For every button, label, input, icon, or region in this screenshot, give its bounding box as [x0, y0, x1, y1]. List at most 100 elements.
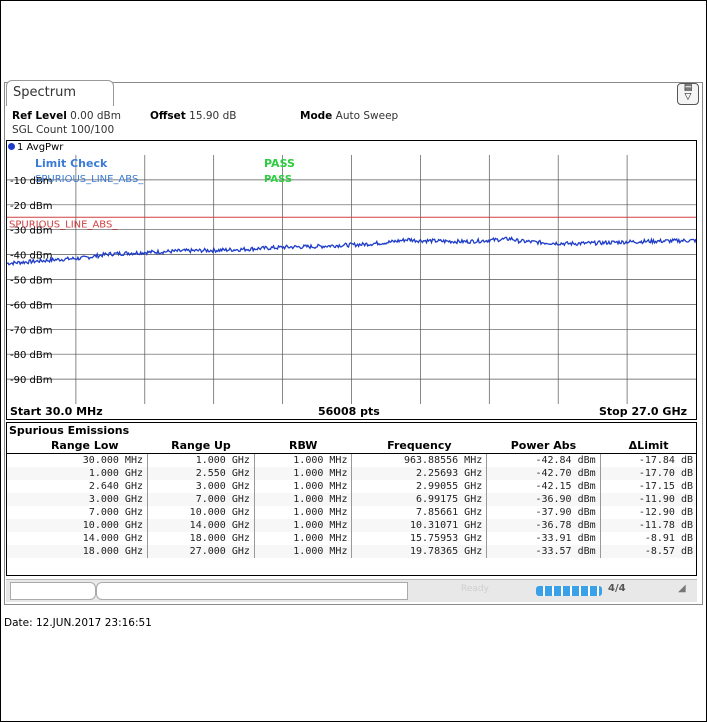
table-cell: -42.84 dBm — [486, 453, 601, 467]
table-cell: 10.000 GHz — [147, 506, 255, 519]
table-cell: -17.84 dB — [599, 453, 697, 467]
column-header: Range Low — [6, 438, 148, 454]
limit-line-group: SPURIOUS_LINE_ABS_ — [7, 216, 696, 230]
y-tick-label: -30 dBm — [10, 226, 52, 237]
table-cell: 1.000 MHz — [253, 480, 352, 493]
sweep-points: 56008 pts — [318, 405, 380, 418]
table-cell: -8.57 dB — [599, 545, 697, 558]
table-cell: 7.000 GHz — [88, 507, 143, 518]
table-cell: 1.000 MHz — [253, 493, 352, 506]
table-cell: 2.25693 GHz — [351, 467, 487, 480]
table-cell: 15.75953 GHz — [351, 532, 487, 545]
table-row: 3.000 GHz 7.000 GHz 1.000 MHz 6.99175 GHz -3… — [6, 493, 697, 506]
table-cell: -11.78 dB — [599, 519, 697, 532]
table-cell: 3.000 GHz — [6, 493, 148, 506]
sgl-count: SGL Count 100/100 — [12, 124, 114, 136]
y-tick-label: -10 dBm — [10, 176, 52, 187]
ref-level-label: Ref Level — [12, 110, 67, 122]
column-header: Frequency — [351, 438, 487, 454]
table-cell: 19.78365 GHz — [351, 545, 487, 558]
menu-icon[interactable]: ▤ ▽ — [677, 83, 699, 105]
limit-line-label: SPURIOUS_LINE_ABS_ — [9, 219, 118, 230]
table-row: 30.000 MHz 1.000 GHz 1.000 MHz 963.88556 MH… — [6, 453, 697, 467]
limit-line-check-result: PASS — [264, 174, 292, 185]
capture-date: Date: 12.JUN.2017 23:16:51 — [4, 617, 152, 629]
table-cell: -36.90 dBm — [486, 493, 601, 506]
table-row: 18.000 GHz 27.000 GHz 1.000 MHz 19.78365 GH… — [6, 545, 697, 558]
chart-grid — [7, 155, 696, 404]
table-cell: 1.000 MHz — [253, 467, 352, 480]
mode-setting: Mode Auto Sweep — [300, 110, 398, 122]
y-tick-label: -20 dBm — [10, 201, 52, 212]
table-row: 7.000 GHz 10.000 GHz 1.000 MHz 7.85661 GHz -… — [6, 506, 697, 519]
table-cell: 6.99175 GHz — [351, 493, 487, 506]
spurious-emissions-table: Spurious Emissions Range Low Range Up RBW F… — [6, 422, 697, 558]
y-axis-ticks: -10 dBm -20 dBm -30 dBm -40 dBm -50 dBm -60 d… — [10, 176, 52, 386]
ready-indicator: Ready — [461, 584, 489, 594]
table-cell: -42.15 dBm — [486, 480, 601, 493]
table-cell: 3.000 GHz — [147, 480, 255, 493]
status-logo-icon: ◢ — [678, 583, 686, 594]
tab-spectrum[interactable]: Spectrum — [6, 80, 114, 106]
table-row: 14.000 GHz 18.000 GHz 1.000 MHz 15.75953 GH… — [6, 532, 697, 545]
table-cell: 1.000 MHz — [253, 532, 352, 545]
column-header: RBW — [254, 438, 352, 454]
table-cell: 2.550 GHz — [147, 467, 255, 480]
table-cell: 963.88556 MHz — [351, 453, 487, 467]
y-tick-label: -70 dBm — [10, 325, 52, 336]
limit-line-check-label: SPURIOUS_LINE_ABS_ — [35, 174, 144, 185]
table-row: 1.000 GHz 2.550 GHz 1.000 MHz 2.25693 GHz -4… — [6, 467, 697, 480]
table-row: 10.000 GHz 14.000 GHz 1.000 MHz 10.31071 GH… — [6, 519, 697, 532]
trace-series — [7, 235, 696, 267]
sweep-progress-bar — [536, 586, 602, 596]
table-cell: -11.90 dB — [599, 493, 697, 506]
spectrum-chart: -10 dBm -20 dBm -30 dBm -40 dBm -50 dBm -60 d… — [7, 155, 696, 404]
table-cell: 7.000 GHz — [147, 493, 255, 506]
y-tick-label: -80 dBm — [10, 350, 52, 361]
table-row: 2.640 GHz 3.000 GHz 1.000 MHz 2.99055 GHz -4… — [6, 480, 697, 493]
table-cell: 1.000 GHz — [6, 467, 148, 480]
table-cell: 10.000 GHz — [6, 519, 148, 532]
y-tick-label: -50 dBm — [10, 276, 52, 287]
y-tick-label: -90 dBm — [10, 375, 52, 386]
table-cell: 1.000 MHz — [253, 519, 352, 532]
start-frequency: Start 30.0 MHz — [10, 405, 103, 418]
y-tick-label: -60 dBm — [10, 300, 52, 311]
ref-level-setting: Ref Level 0.00 dBm — [12, 110, 121, 122]
column-header: Power Abs — [486, 438, 601, 454]
table-cell: -8.91 dB — [599, 532, 697, 545]
table-cell: -33.91 dBm — [486, 532, 601, 545]
column-header: Range Up — [147, 438, 255, 454]
column-header: ΔLimit — [600, 438, 697, 454]
table-cell: 18.000 GHz — [147, 532, 255, 545]
status-bar: Ready 4/4 ◢ — [6, 579, 697, 602]
trace-legend-label: 1 AvgPwr — [17, 142, 64, 153]
table-cell: -42.70 dBm — [486, 467, 601, 480]
table-cell: 1.000 MHz — [253, 506, 352, 519]
table-cell: 14.000 GHz — [147, 519, 255, 532]
table-cell: -17.15 dB — [599, 480, 697, 493]
stop-frequency: Stop 27.0 GHz — [599, 405, 688, 418]
offset-setting: Offset 15.90 dB — [150, 110, 236, 122]
table-cell: 2.640 GHz — [88, 481, 143, 492]
table-cell: 18.000 GHz — [6, 545, 148, 558]
status-segment-left[interactable] — [10, 582, 96, 600]
sgl-count-text: SGL Count 100/100 — [12, 124, 115, 136]
table-cell: -36.78 dBm — [486, 519, 601, 532]
table-cell: -37.90 dBm — [486, 506, 601, 519]
sweep-progress-count: 4/4 — [608, 583, 626, 594]
mode-label: Mode — [300, 110, 333, 122]
trace-line — [7, 235, 696, 267]
limit-check-label: Limit Check — [35, 157, 108, 170]
table-cell: 14.000 GHz — [82, 533, 143, 544]
table-cell: 1.000 MHz — [253, 545, 352, 558]
offset-label: Offset — [150, 110, 186, 122]
mode-value: Auto Sweep — [335, 110, 399, 122]
table-cell: 10.31071 GHz — [351, 519, 487, 532]
y-tick-label: -40 dBm — [10, 251, 52, 262]
table-cell: 2.99055 GHz — [351, 480, 487, 493]
status-segment-message[interactable] — [96, 582, 408, 600]
limit-check-result: PASS — [264, 157, 295, 170]
table-cell: 7.85661 GHz — [351, 506, 487, 519]
table-cell: 27.000 GHz — [147, 545, 255, 558]
